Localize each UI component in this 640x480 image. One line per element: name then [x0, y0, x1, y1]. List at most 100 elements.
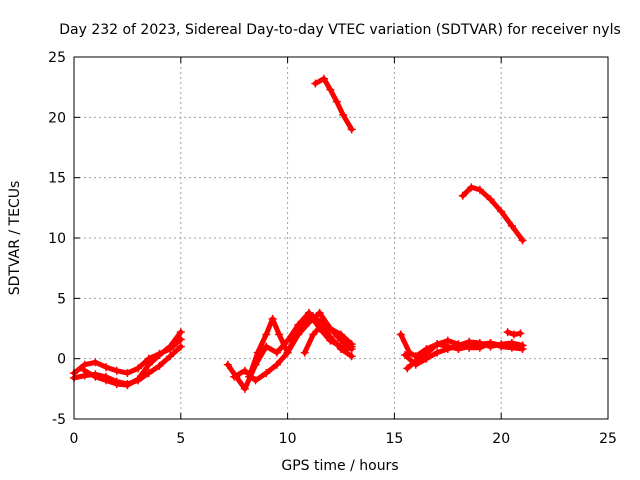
data-point: [240, 366, 249, 375]
data-point: [275, 330, 284, 339]
data-point: [251, 376, 260, 385]
data-point: [292, 330, 301, 339]
data-point: [283, 336, 292, 345]
data-point: [166, 352, 175, 361]
data-point: [176, 328, 185, 337]
data-point: [144, 360, 153, 369]
y-tick-label: 15: [48, 171, 66, 187]
data-point: [91, 372, 100, 381]
y-tick-label: -5: [52, 412, 66, 428]
data-point: [311, 79, 320, 88]
series-arc-e3: [403, 336, 516, 373]
series-trace: [312, 76, 355, 132]
series-arc-b4: [300, 320, 356, 361]
data-point: [486, 195, 495, 204]
data-layer: [70, 74, 527, 393]
chart-title: Day 232 of 2023, Sidereal Day-to-day VTE…: [59, 22, 621, 38]
data-point: [411, 357, 420, 366]
data-point: [315, 308, 324, 317]
data-point: [337, 345, 345, 354]
data-point: [518, 236, 527, 245]
data-point: [112, 380, 121, 389]
data-point: [516, 329, 525, 338]
data-point: [283, 348, 292, 357]
data-point: [332, 97, 341, 106]
data-point: [401, 351, 410, 360]
x-tick-label: 20: [492, 431, 510, 447]
x-tick-label: 0: [70, 431, 79, 447]
series-trace: [82, 329, 184, 388]
data-point: [475, 185, 484, 194]
y-tick-label: 20: [48, 110, 66, 126]
data-point: [433, 348, 442, 357]
data-point: [326, 85, 335, 94]
data-point: [467, 183, 476, 192]
data-point: [80, 366, 89, 375]
y-tick-label: 5: [57, 291, 66, 307]
x-tick-label: 15: [385, 431, 403, 447]
data-point: [102, 376, 111, 385]
data-point: [300, 318, 309, 327]
data-point: [326, 324, 335, 333]
data-point: [507, 221, 516, 230]
data-point: [223, 360, 232, 369]
series-trace: [460, 184, 526, 243]
data-point: [272, 348, 281, 357]
data-point: [396, 330, 405, 339]
x-tick-label: 25: [599, 431, 617, 447]
data-point: [337, 330, 345, 339]
series-trace: [71, 336, 184, 376]
series-arc-c: [311, 74, 356, 134]
data-point: [144, 369, 153, 378]
data-point: [123, 381, 132, 390]
data-point: [405, 348, 414, 357]
data-point: [433, 340, 442, 349]
series-arc-a3: [80, 328, 185, 390]
data-point: [326, 332, 335, 341]
data-point: [253, 348, 262, 357]
data-point: [134, 364, 143, 373]
data-point: [510, 330, 519, 339]
data-point: [465, 343, 474, 352]
data-point: [443, 345, 452, 354]
y-tick-label: 10: [48, 231, 66, 247]
data-point: [262, 330, 271, 339]
data-point: [123, 369, 132, 378]
data-point: [245, 372, 254, 381]
data-point: [176, 342, 185, 351]
data-point: [443, 336, 452, 345]
x-axis-label: GPS time / hours: [281, 458, 398, 474]
data-point: [309, 312, 318, 321]
data-point: [458, 191, 467, 200]
data-point: [240, 384, 249, 393]
data-point: [486, 338, 495, 347]
series-arc-d: [458, 183, 527, 245]
series-trace: [302, 322, 355, 359]
data-point: [91, 358, 100, 367]
y-tick-label: 25: [48, 50, 66, 66]
data-point: [134, 375, 143, 384]
data-point: [422, 349, 431, 358]
data-point: [262, 342, 271, 351]
series-arc-b3: [245, 312, 356, 381]
data-point: [300, 348, 309, 357]
data-point: [272, 360, 281, 369]
data-point: [503, 328, 512, 337]
data-point: [102, 363, 111, 372]
x-tick-label: 5: [176, 431, 185, 447]
data-point: [304, 308, 313, 317]
data-point: [155, 351, 164, 360]
data-point: [347, 352, 356, 361]
y-tick-label: 0: [57, 352, 66, 368]
data-point: [403, 364, 412, 373]
data-point: [339, 110, 348, 119]
data-point: [475, 343, 484, 352]
data-point: [317, 320, 326, 329]
data-point: [268, 314, 277, 323]
data-point: [347, 340, 356, 349]
data-point: [319, 74, 328, 83]
data-point: [497, 207, 506, 216]
grid-layer: [74, 57, 608, 419]
